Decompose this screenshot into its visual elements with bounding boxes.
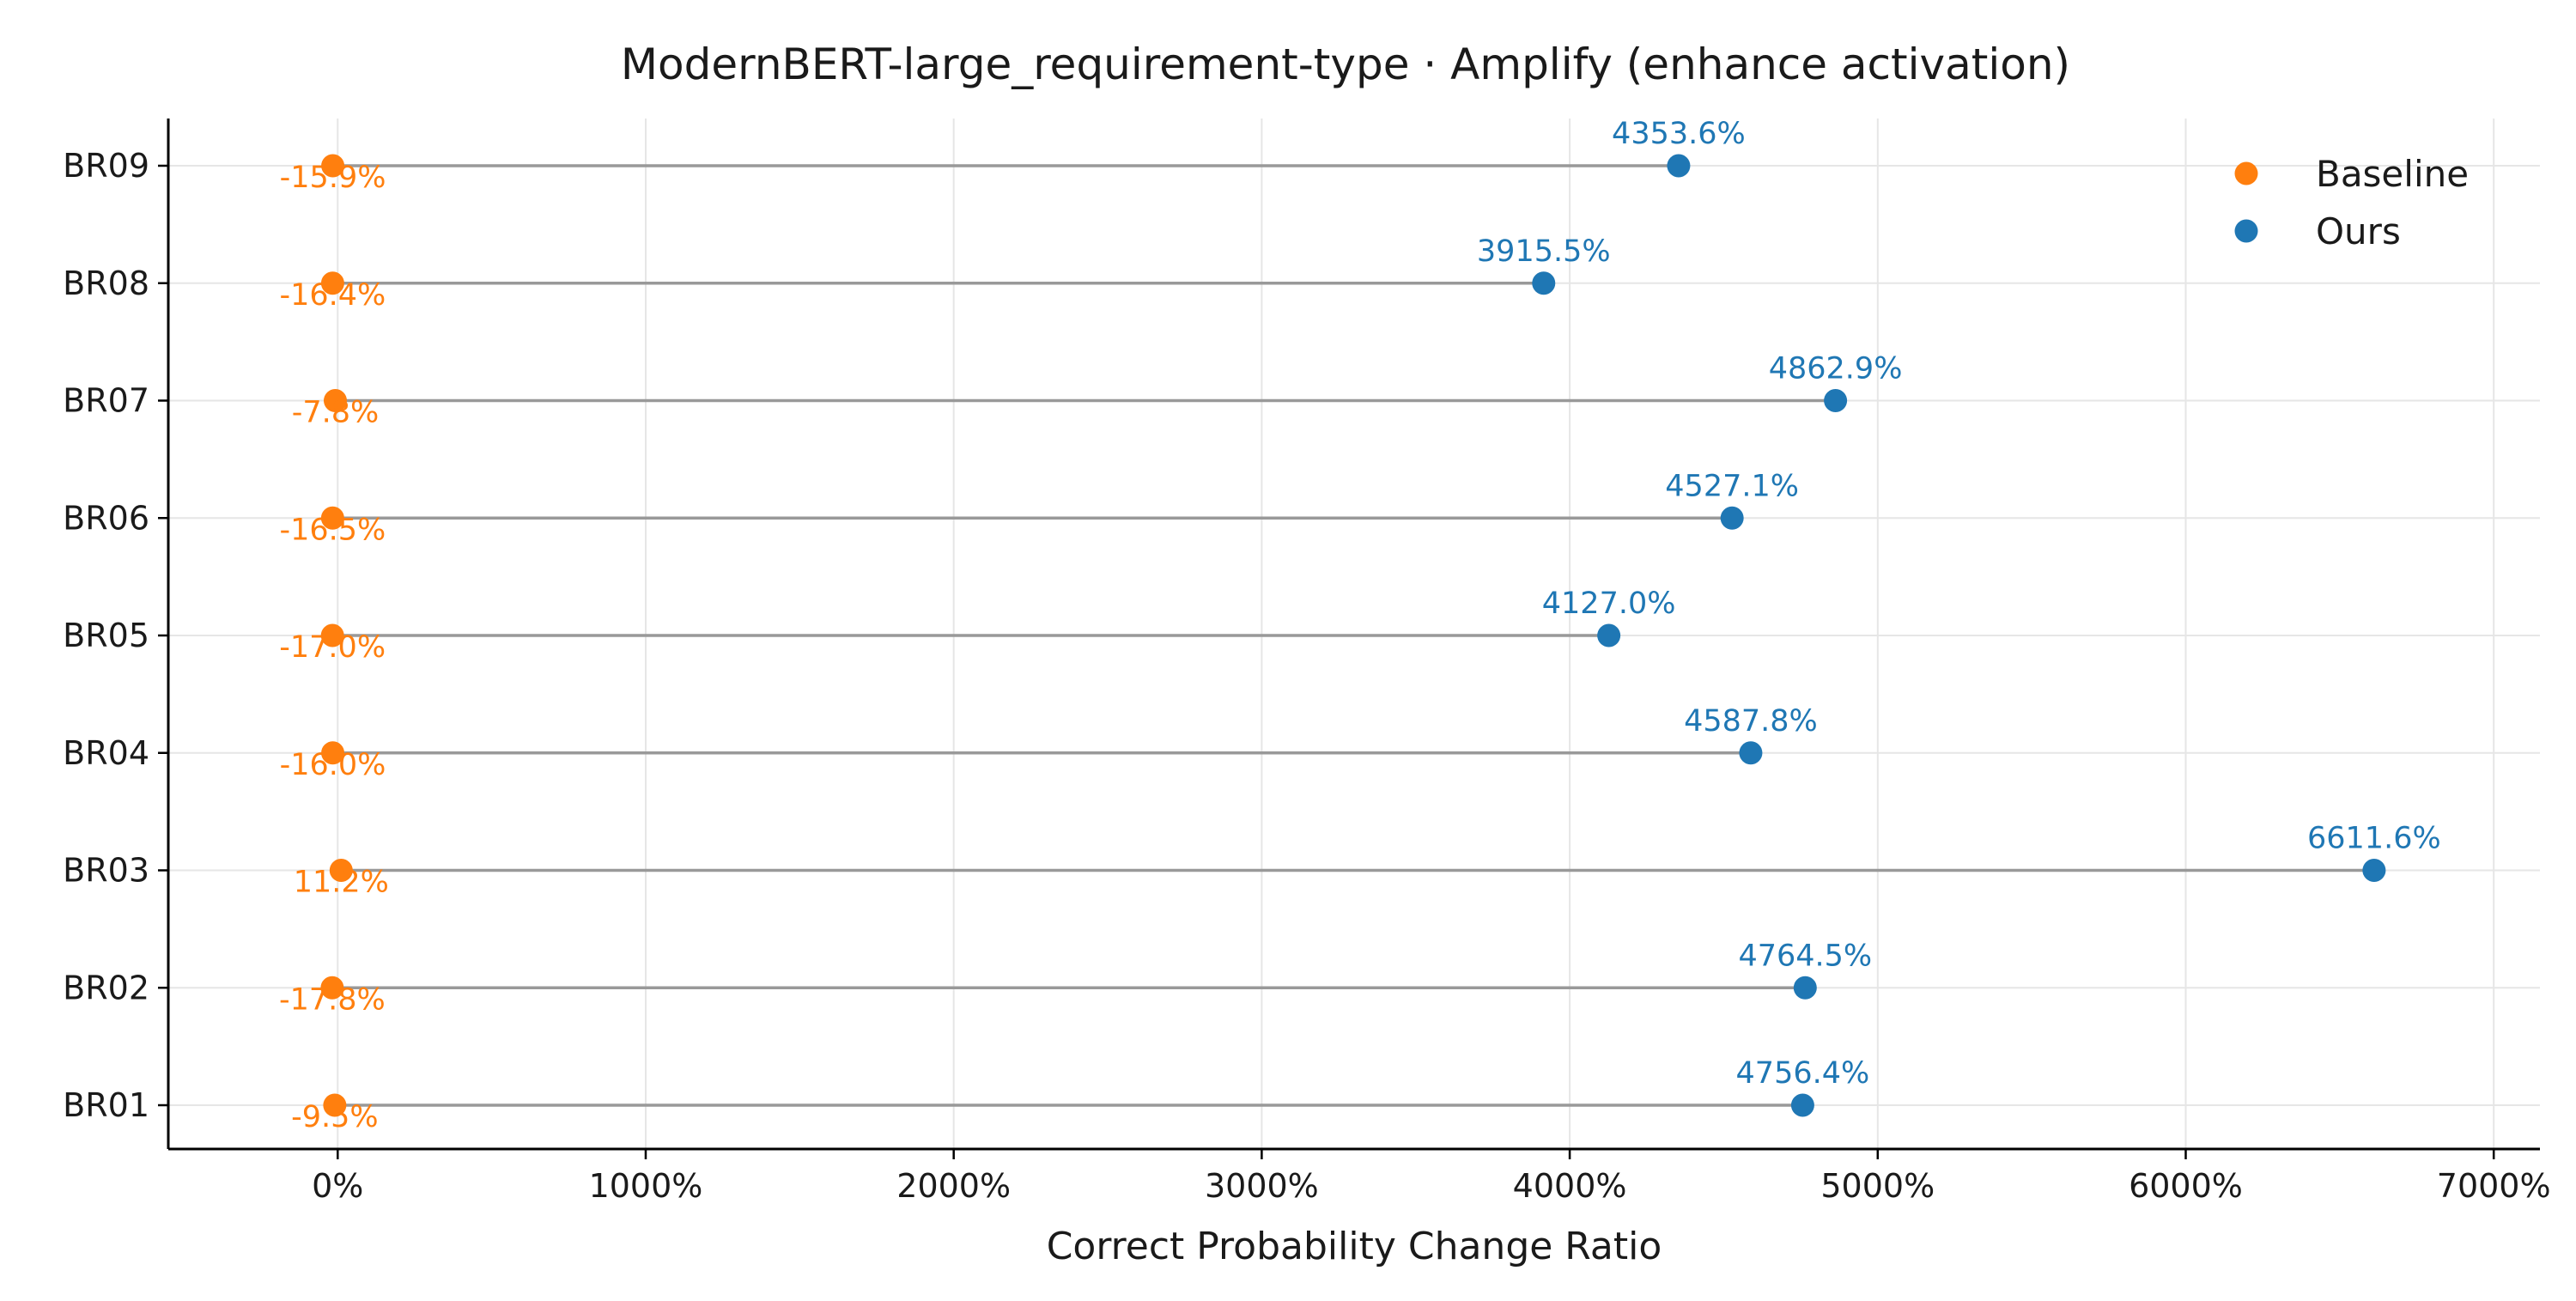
legend: Baseline Ours — [2234, 153, 2469, 252]
x-tick-label: 7000% — [2437, 1167, 2551, 1205]
baseline-data-label: -16.0% — [280, 748, 386, 782]
baseline-point — [323, 1093, 347, 1117]
y-tick-label: BR07 — [63, 382, 149, 420]
baseline-point — [320, 506, 344, 530]
x-tick-label: 6000% — [2129, 1167, 2243, 1205]
ours-point — [1790, 1093, 1814, 1117]
x-tick-label: 2000% — [896, 1167, 1011, 1205]
x-tick-label: 5000% — [1820, 1167, 1935, 1205]
x-axis-label: Correct Probability Change Ratio — [1047, 1225, 1662, 1268]
y-tick-label: BR09 — [63, 147, 149, 185]
baseline-data-label: 11.2% — [294, 866, 389, 900]
ours-point — [1667, 154, 1691, 178]
ours-point — [1720, 506, 1744, 530]
ours-data-label: 4756.4% — [1736, 1056, 1870, 1091]
baseline-point — [321, 741, 345, 765]
ours-point — [1824, 389, 1848, 412]
baseline-point — [323, 389, 347, 412]
legend-label-ours: Ours — [2316, 210, 2401, 252]
y-tick-label: BR02 — [63, 969, 149, 1006]
x-tick-label: 4000% — [1513, 1167, 1627, 1205]
ours-data-label: 6611.6% — [2307, 822, 2441, 856]
grid-layer — [168, 119, 2540, 1149]
x-tick-label: 3000% — [1205, 1167, 1319, 1205]
connector-layer — [331, 164, 2374, 1107]
baseline-point — [321, 154, 345, 178]
x-tick-label: 1000% — [589, 1167, 703, 1205]
ours-point — [1739, 741, 1763, 765]
x-tick-label: 0% — [312, 1167, 363, 1205]
baseline-data-label: -16.5% — [279, 513, 386, 547]
y-tick-label: BR08 — [63, 264, 149, 302]
y-tick-label: BR01 — [63, 1086, 149, 1124]
axes-layer — [167, 119, 2540, 1151]
ours-point — [1793, 976, 1817, 1000]
baseline-point — [320, 271, 344, 295]
baseline-data-label: -7.8% — [292, 396, 380, 430]
y-tick-label: BR03 — [63, 852, 149, 890]
baseline-data-label: -17.8% — [279, 982, 386, 1017]
ours-point — [2362, 859, 2386, 882]
baseline-data-label: -9.5% — [291, 1100, 379, 1134]
baseline-point — [320, 623, 344, 647]
baseline-point — [329, 859, 353, 882]
ours-data-label: 4587.8% — [1684, 704, 1818, 739]
y-tick-label: BR06 — [63, 499, 149, 537]
ours-data-label: 4127.0% — [1542, 587, 1676, 621]
y-tick-label: BR05 — [63, 617, 149, 654]
legend-label-baseline: Baseline — [2316, 153, 2469, 195]
points-layer — [320, 154, 2386, 1117]
ours-data-label: 4862.9% — [1769, 352, 1903, 386]
ours-point — [1532, 271, 1556, 295]
baseline-data-label: -15.9% — [280, 161, 386, 195]
baseline-data-label: -17.0% — [279, 630, 386, 665]
legend-marker-ours — [2234, 219, 2258, 243]
ours-data-label: 4353.6% — [1612, 117, 1746, 151]
ours-data-label: 3915.5% — [1477, 234, 1611, 269]
tick-layer: 0% 1000% 2000% 3000% 4000% 5000% 6000% 7000% BR0… — [63, 147, 2550, 1205]
baseline-point — [320, 976, 344, 1000]
legend-marker-baseline — [2234, 161, 2258, 185]
ours-data-label: 4527.1% — [1665, 469, 1799, 503]
ours-point — [1597, 623, 1621, 647]
y-tick-label: BR04 — [63, 734, 149, 772]
chart-title: ModernBERT-large_requirement-type · Ampl… — [621, 40, 2070, 89]
baseline-data-label: -16.4% — [279, 278, 386, 313]
data-labels-layer: 4756.4% -9.5% 4764.5% -17.8% 6611.6% 11.2% 458… — [279, 117, 2441, 1134]
ours-data-label: 4764.5% — [1738, 939, 1872, 973]
